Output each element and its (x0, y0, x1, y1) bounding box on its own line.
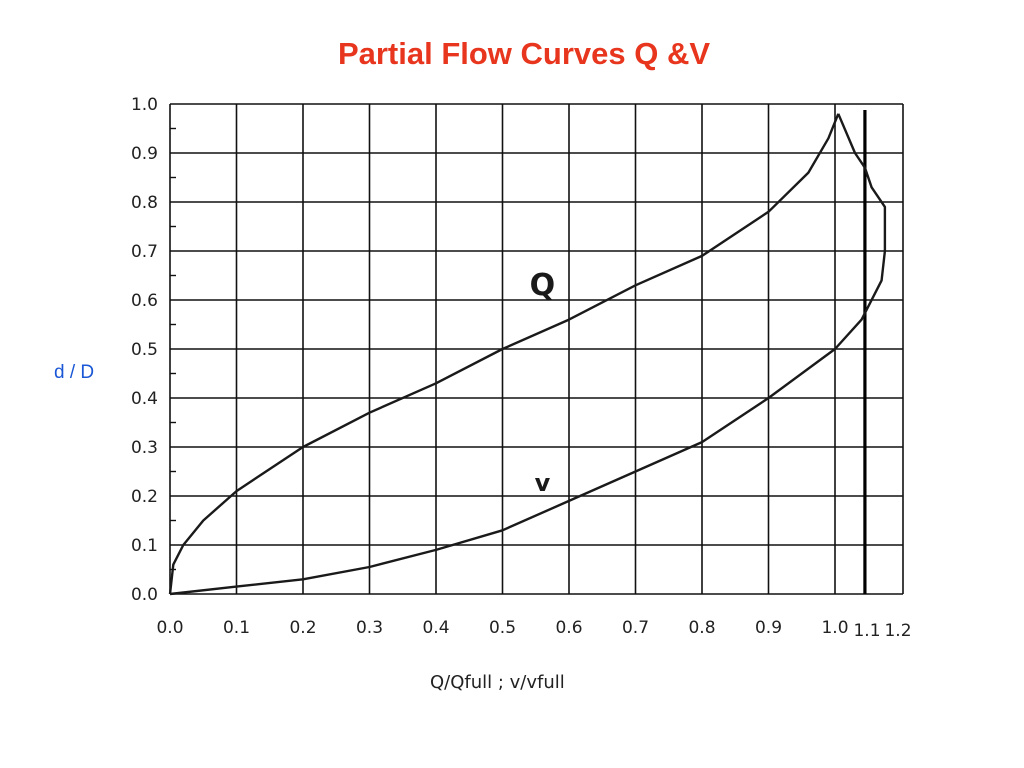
x-tick-label: 0.8 (688, 618, 715, 638)
y-tick-label: 0.0 (131, 585, 158, 605)
x-tick-label: 0.7 (622, 618, 649, 638)
x-tick-label: 0.1 (223, 618, 250, 638)
y-tick-label: 0.1 (131, 536, 158, 556)
series-line-q (168, 113, 840, 595)
y-tick-label: 0.3 (131, 438, 158, 458)
x-tick-label: 0.5 (489, 618, 516, 638)
chart-title: Partial Flow Curves Q &V (337, 36, 711, 71)
x-tick-label: 0.4 (422, 618, 449, 638)
grid (169, 103, 904, 595)
y-tick-label: 0.9 (131, 144, 158, 164)
x-tick-label: 0.6 (555, 618, 582, 638)
x-axis-label: Q/Qfull ; v/vfull (430, 672, 565, 693)
y-axis-label: d / D (54, 362, 95, 383)
x-tick-label: 0.9 (755, 618, 782, 638)
x-extra-tick-label: 1.1 (853, 621, 880, 641)
x-tick-labels: 0.0 0.1 0.2 0.3 0.4 0.5 0.6 0.7 0.8 0.9 1.0 1.1 1.2 (156, 618, 911, 641)
x-tick-label: 0.3 (356, 618, 383, 638)
y-tick-label: 0.4 (131, 389, 158, 409)
x-tick-label: 0.2 (289, 618, 316, 638)
series-line-v (169, 113, 887, 596)
series-label-q: Q (530, 268, 556, 303)
y-tick-label: 0.7 (131, 242, 158, 262)
y-tick-label: 0.6 (131, 291, 158, 311)
x-tick-label: 1.0 (821, 618, 848, 638)
y-tick-label: 0.2 (131, 487, 158, 507)
curve-labels: Qv (530, 268, 556, 497)
x-tick-label: 0.0 (156, 618, 183, 638)
x-extra-tick-label: 1.2 (884, 621, 911, 641)
y-tick-label: 1.0 (131, 95, 158, 115)
y-tick-label: 0.5 (131, 340, 158, 360)
curves (168, 113, 887, 596)
y-tick-label: 0.8 (131, 193, 158, 213)
series-label-v: v (535, 469, 551, 497)
y-tick-labels: 0.0 0.1 0.2 0.3 0.4 0.5 0.6 0.7 0.8 0.9 1.0 (131, 95, 158, 605)
